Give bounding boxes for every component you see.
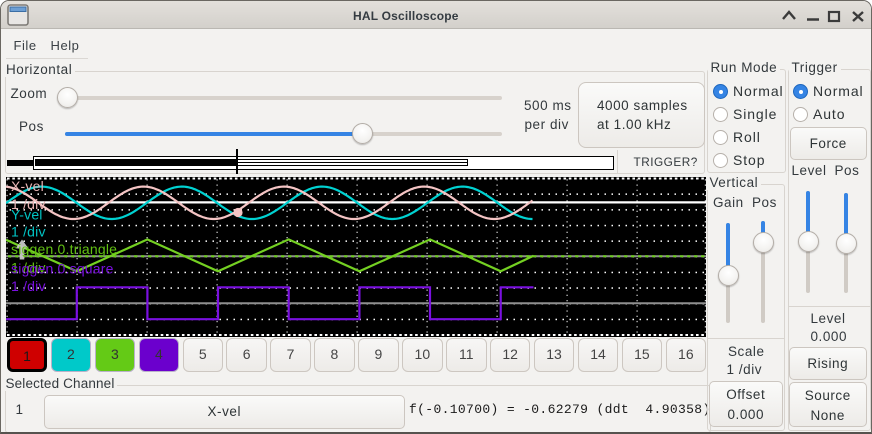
svg-text:Y-vel: Y-vel (11, 207, 43, 223)
svg-text:1 /div: 1 /div (11, 196, 46, 212)
svg-text:siggen.0.triangle: siggen.0.triangle (11, 241, 117, 257)
svg-text:1 /div: 1 /div (11, 278, 46, 294)
svg-text:siggen.0.square: siggen.0.square (11, 261, 114, 277)
svg-text:X-vel: X-vel (11, 178, 44, 194)
svg-text:1 /div: 1 /div (11, 260, 46, 276)
svg-text:1 /div: 1 /div (11, 224, 46, 240)
